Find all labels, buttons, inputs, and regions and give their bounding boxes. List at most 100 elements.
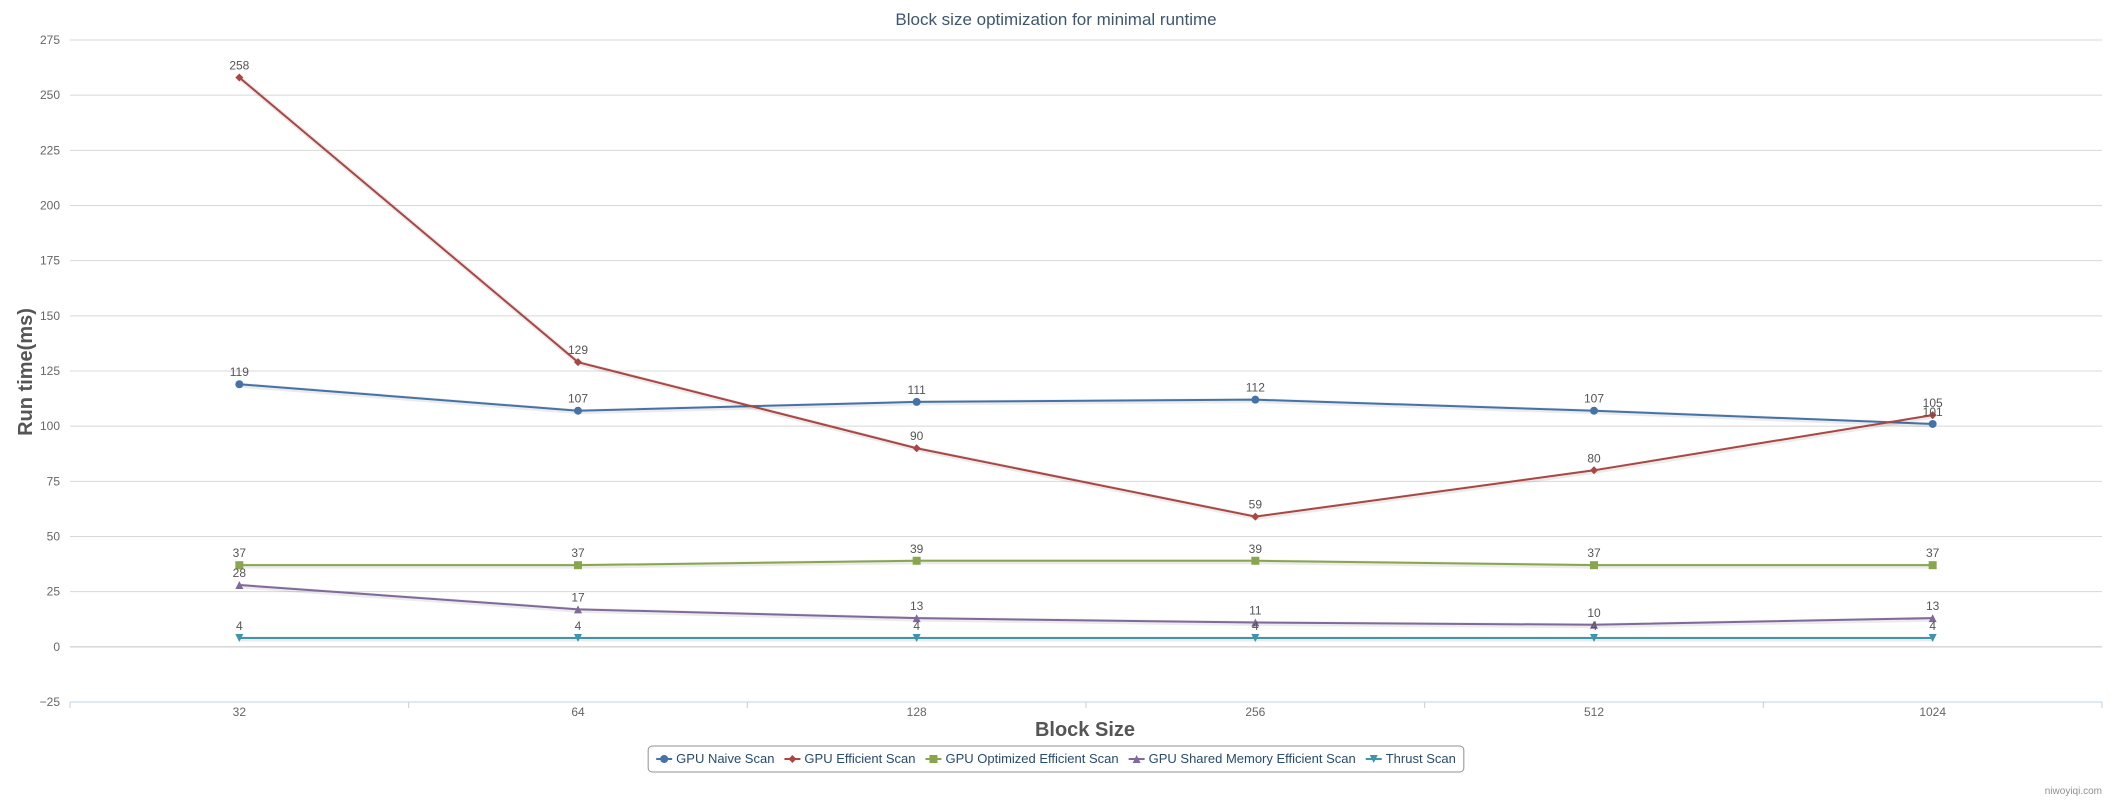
data-point	[235, 561, 244, 570]
legend: GPU Naive Scan GPU Efficient Scan GPU Opti…	[647, 745, 1465, 773]
data-label: 4	[913, 619, 920, 633]
data-label: 80	[1587, 451, 1601, 465]
data-point	[1251, 556, 1260, 565]
data-label: 11	[1249, 604, 1262, 618]
legend-label: GPU Efficient Scan	[804, 751, 915, 766]
series-line	[239, 584, 1933, 626]
data-label: 39	[910, 542, 924, 556]
data-label: 39	[1249, 542, 1263, 556]
y-tick-label: 275	[40, 33, 60, 47]
data-point	[1590, 561, 1598, 570]
data-label: 112	[1246, 381, 1265, 395]
data-point	[1928, 634, 1937, 643]
legend-item-gpu-optimized-efficient-scan[interactable]: GPU Optimized Efficient Scan	[925, 751, 1119, 766]
series-gpu-naive-scan	[235, 380, 1937, 428]
legend-box	[647, 745, 1465, 773]
data-point	[1928, 411, 1937, 420]
series-gpu-optimized-efficient-scan	[235, 556, 1937, 570]
data-point	[574, 406, 582, 415]
x-tick-label: 1024	[1919, 705, 1946, 719]
data-label: 4	[1591, 619, 1598, 633]
series-line-shadow	[238, 76, 1935, 521]
legend-label: GPU Shared Memory Efficient Scan	[1149, 751, 1356, 766]
data-label: 107	[1584, 392, 1604, 406]
legend-item-gpu-efficient-scan[interactable]: GPU Efficient Scan	[784, 751, 915, 766]
data-point	[235, 73, 244, 82]
data-label: 4	[1929, 619, 1936, 633]
y-tick-label: 75	[47, 474, 61, 488]
data-label: 37	[1926, 546, 1940, 560]
data-point	[574, 561, 582, 570]
y-tick-label: 175	[40, 254, 60, 268]
data-point	[912, 397, 921, 406]
data-label: 13	[910, 599, 924, 613]
x-axis-title: Block Size	[1035, 719, 1135, 741]
x-tick-label: 64	[571, 705, 585, 719]
series-gpu-shared-memory-efficient-scan	[235, 581, 1937, 629]
data-label: 13	[1926, 599, 1940, 613]
series-group	[235, 73, 1937, 643]
legend-marker	[788, 755, 797, 763]
legend-item-thrust-scan[interactable]: Thrust Scan	[1365, 751, 1456, 766]
data-point	[912, 556, 921, 565]
data-point	[1928, 561, 1937, 570]
chart-title: Block size optimization for minimal runt…	[895, 10, 1216, 29]
x-tick-label: 512	[1584, 705, 1604, 719]
legend-label: Thrust Scan	[1386, 751, 1456, 766]
y-tick-label: 50	[47, 530, 61, 544]
y-tick-label: −25	[40, 695, 61, 709]
data-label: 4	[236, 619, 243, 633]
series-gpu-efficient-scan	[235, 73, 1937, 521]
data-label: 37	[233, 546, 247, 560]
data-label: 4	[1252, 619, 1259, 633]
legend-marker	[1132, 755, 1141, 763]
y-tick-label: 200	[40, 199, 60, 213]
data-point	[574, 358, 582, 367]
data-label: 90	[910, 429, 924, 443]
legend-item-gpu-naive-scan[interactable]: GPU Naive Scan	[656, 751, 774, 766]
x-tick-label: 32	[233, 705, 247, 719]
grid-lines	[70, 39, 2102, 703]
data-label: 258	[229, 59, 249, 73]
data-point	[1251, 618, 1260, 627]
data-point	[912, 614, 921, 623]
data-label: 37	[1587, 546, 1601, 560]
series-line	[238, 76, 1933, 518]
data-label: 107	[568, 392, 588, 406]
legend-marker	[929, 755, 938, 763]
y-tick-label: 250	[40, 88, 60, 102]
data-point	[235, 380, 244, 389]
y-tick-label: 100	[40, 419, 60, 433]
data-point	[574, 634, 582, 643]
data-point	[1928, 614, 1937, 623]
series-thrust-scan	[235, 634, 1937, 643]
legend-label: GPU Optimized Efficient Scan	[945, 751, 1118, 766]
data-point	[912, 444, 921, 453]
data-point	[574, 605, 582, 614]
data-point	[1251, 395, 1260, 404]
data-point	[1590, 466, 1598, 475]
data-labels: 119 107 111 112 107 101 258 129 90 59 80 105 37 37 39 3…	[229, 59, 1943, 633]
data-label: 17	[571, 590, 585, 604]
x-axis: 32 64 128 256 512 1024	[69, 701, 2103, 719]
data-label: 101	[1923, 405, 1943, 419]
data-point	[1251, 634, 1260, 643]
y-tick-label: 125	[40, 364, 60, 378]
data-point	[1251, 512, 1260, 521]
y-tick-label: 25	[47, 585, 61, 599]
y-tick-label: 225	[40, 143, 60, 157]
data-label: 105	[1923, 396, 1943, 410]
y-axis: −25 0 25 50 75 100 125 150 175 200 225 250 275	[40, 33, 61, 709]
data-label: 129	[568, 343, 588, 357]
data-point	[1590, 620, 1598, 629]
data-point	[235, 634, 244, 643]
data-label: 37	[571, 546, 585, 560]
data-label: 10	[1587, 606, 1601, 620]
data-label: 28	[233, 566, 247, 580]
data-point	[1590, 406, 1598, 415]
legend-item-gpu-shared-memory-efficient-scan[interactable]: GPU Shared Memory Efficient Scan	[1128, 751, 1356, 766]
data-label: 119	[230, 365, 249, 379]
data-point	[1590, 634, 1598, 643]
x-tick-label: 256	[1245, 705, 1265, 719]
credit-text[interactable]: niwoyiqi.com	[2045, 786, 2102, 797]
